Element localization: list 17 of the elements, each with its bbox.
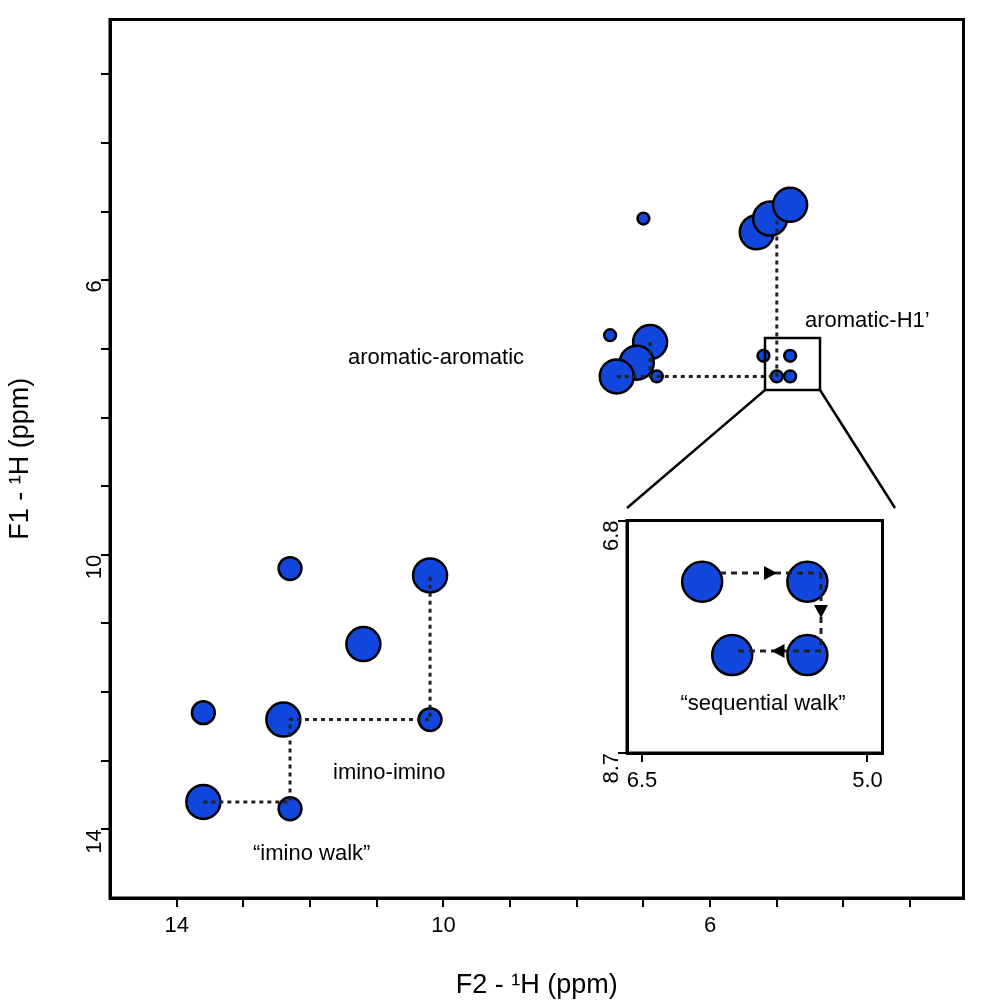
y-tick-label: 6: [81, 280, 107, 293]
y-tick-label: 6.8: [598, 520, 624, 552]
x-tick-label: 14: [164, 912, 189, 938]
y-tick-label: 10: [81, 554, 107, 580]
annotation: “imino walk”: [253, 840, 371, 865]
annotation: aromatic-aromatic: [348, 344, 525, 369]
y-tick-label: 8.7: [598, 753, 624, 784]
x-axis-title: F2 - ¹H (ppm): [455, 969, 618, 1000]
annotation: “sequential walk”: [680, 690, 846, 715]
y-axis-title: F1 - ¹H (ppm): [3, 377, 34, 540]
x-tick-label: 6.5: [626, 767, 658, 793]
annotation: imino-imino: [333, 759, 446, 784]
x-tick-label: 6: [703, 912, 717, 938]
annotation: aromatic-H1’: [805, 307, 930, 332]
x-tick-label: 5.0: [852, 767, 883, 793]
y-tick-label: 14: [81, 829, 107, 854]
x-tick-label: 10: [431, 912, 456, 938]
